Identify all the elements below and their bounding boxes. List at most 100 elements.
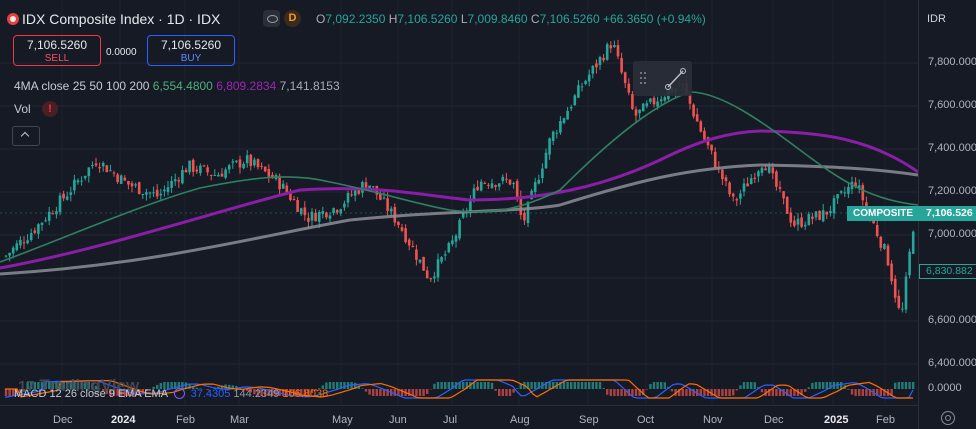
candle-body: [249, 154, 253, 166]
macd-histogram-bar: [822, 382, 825, 389]
macd-histogram-bar: [894, 382, 897, 389]
buy-button[interactable]: 7,106.5260 BUY: [147, 35, 235, 66]
macd-histogram-bar: [195, 387, 198, 389]
macd-histogram-bar: [336, 382, 339, 389]
candle-body: [436, 259, 440, 278]
macd-histogram-bar: [508, 389, 512, 396]
trend-line-icon[interactable]: [633, 61, 692, 96]
macd-histogram-bar: [613, 389, 616, 396]
candle-body: [785, 196, 789, 214]
macd-histogram-bar: [858, 389, 861, 396]
candle-body: [544, 152, 548, 169]
macd-histogram-bar: [789, 389, 792, 396]
macd-histogram-bar: [854, 389, 857, 396]
candle-body: [33, 230, 37, 233]
macd-histogram-bar: [444, 382, 447, 389]
candle-body: [767, 166, 771, 173]
macd-histogram-bar: [40, 382, 44, 389]
volume-label[interactable]: Vol: [14, 102, 31, 116]
candle-body: [415, 249, 418, 260]
candle-body: [429, 278, 433, 280]
ma-legend[interactable]: 4MA close 25 50 100 200 6,554.4800 6,809…: [14, 79, 340, 93]
drawing-toolbar[interactable]: [633, 61, 692, 96]
candle-body: [807, 214, 811, 226]
macd-histogram-bar: [253, 389, 256, 395]
macd-histogram-bar: [681, 389, 684, 396]
sell-button[interactable]: 7,106.5260 SELL: [13, 35, 101, 66]
candle-body: [328, 215, 332, 219]
warning-icon[interactable]: !: [42, 101, 58, 117]
macd-histogram-bar: [865, 389, 868, 396]
candle-body: [613, 45, 616, 48]
ohlc-readout: O7,092.2350 H7,106.5260 L7,009.8460 C7,1…: [316, 12, 706, 26]
candle-body: [530, 190, 533, 200]
macd-histogram-bar: [620, 389, 623, 396]
candle-body: [130, 183, 134, 187]
macd-value-3: 106.8038: [282, 388, 329, 400]
macd-settings-icon[interactable]: [173, 388, 185, 399]
candle-body: [533, 182, 537, 192]
candle-body: [382, 197, 386, 199]
candle-body: [317, 211, 321, 222]
candle-body: [796, 218, 800, 225]
macd-histogram-bar: [282, 389, 285, 396]
currency-label[interactable]: IDR: [927, 13, 946, 25]
macd-histogram-bar: [656, 382, 659, 389]
candle-body: [332, 208, 335, 214]
candle-body: [836, 194, 839, 199]
candle-body: [148, 192, 152, 194]
price-axis[interactable]: IDR 7,800.000 7,600.000 7,400.000 7,200.000…: [847, 0, 976, 429]
macd-histogram-bar: [811, 382, 814, 389]
macd-histogram-bar: [361, 388, 364, 389]
price-chart[interactable]: [0, 0, 918, 405]
candle-body: [40, 222, 44, 225]
candle-body: [537, 179, 541, 184]
macd-histogram-bar: [372, 389, 375, 396]
candle-body: [109, 170, 112, 172]
candle-body: [620, 58, 623, 73]
macd-histogram-bar: [674, 389, 677, 396]
candle-body: [760, 167, 764, 173]
candle-body: [778, 187, 782, 189]
candle-body: [656, 101, 659, 107]
macd-histogram-bar: [732, 389, 735, 396]
candle-body: [231, 161, 235, 163]
candle-body: [735, 199, 739, 201]
gear-icon[interactable]: [941, 411, 955, 425]
macd-histogram-bar: [717, 389, 720, 396]
macd-histogram-bar: [249, 389, 252, 393]
macd-histogram-bar: [300, 389, 303, 396]
candle-body: [886, 245, 890, 266]
macd-histogram-bar: [400, 389, 404, 396]
macd-histogram-bar: [703, 389, 706, 396]
interval-badge[interactable]: D: [284, 10, 301, 27]
macd-histogram-bar: [526, 382, 530, 389]
macd-histogram-bar: [102, 389, 105, 392]
time-axis[interactable]: Dec 2024 Feb Mar May Jun Jul Aug Sep Oct Nov Dec 202…: [0, 405, 918, 429]
macd-histogram-bar: [652, 382, 656, 389]
candle-body: [238, 159, 242, 168]
macd-histogram-bar: [577, 382, 580, 389]
composite-badge: COMPOSITE: [847, 206, 919, 221]
candle-body: [170, 180, 173, 188]
time-label: Sep: [579, 414, 599, 426]
macd-histogram-bar: [246, 389, 249, 391]
candle-body: [181, 169, 184, 184]
symbol-title[interactable]: IDX Composite Index · 1D · IDX: [22, 11, 221, 27]
candle-body: [386, 198, 389, 212]
candle-body: [400, 227, 404, 231]
macd-histogram-bar: [724, 389, 728, 396]
macd-histogram-bar: [436, 382, 440, 389]
candle-body: [479, 181, 483, 191]
macd-histogram-bar: [908, 382, 911, 389]
candle-body: [73, 179, 76, 191]
macd-histogram-bar: [80, 382, 83, 389]
visibility-icon[interactable]: [263, 10, 280, 27]
macd-histogram-bar: [343, 382, 346, 389]
candle-body: [440, 257, 443, 262]
candle-body: [652, 97, 656, 105]
candle-body: [123, 177, 127, 181]
collapse-legend-button[interactable]: [12, 126, 40, 146]
macd-legend[interactable]: MACD 12 26 close 9 EMA EMA 37.4305 144.2…: [14, 388, 328, 400]
macd-histogram-bar: [591, 382, 594, 389]
